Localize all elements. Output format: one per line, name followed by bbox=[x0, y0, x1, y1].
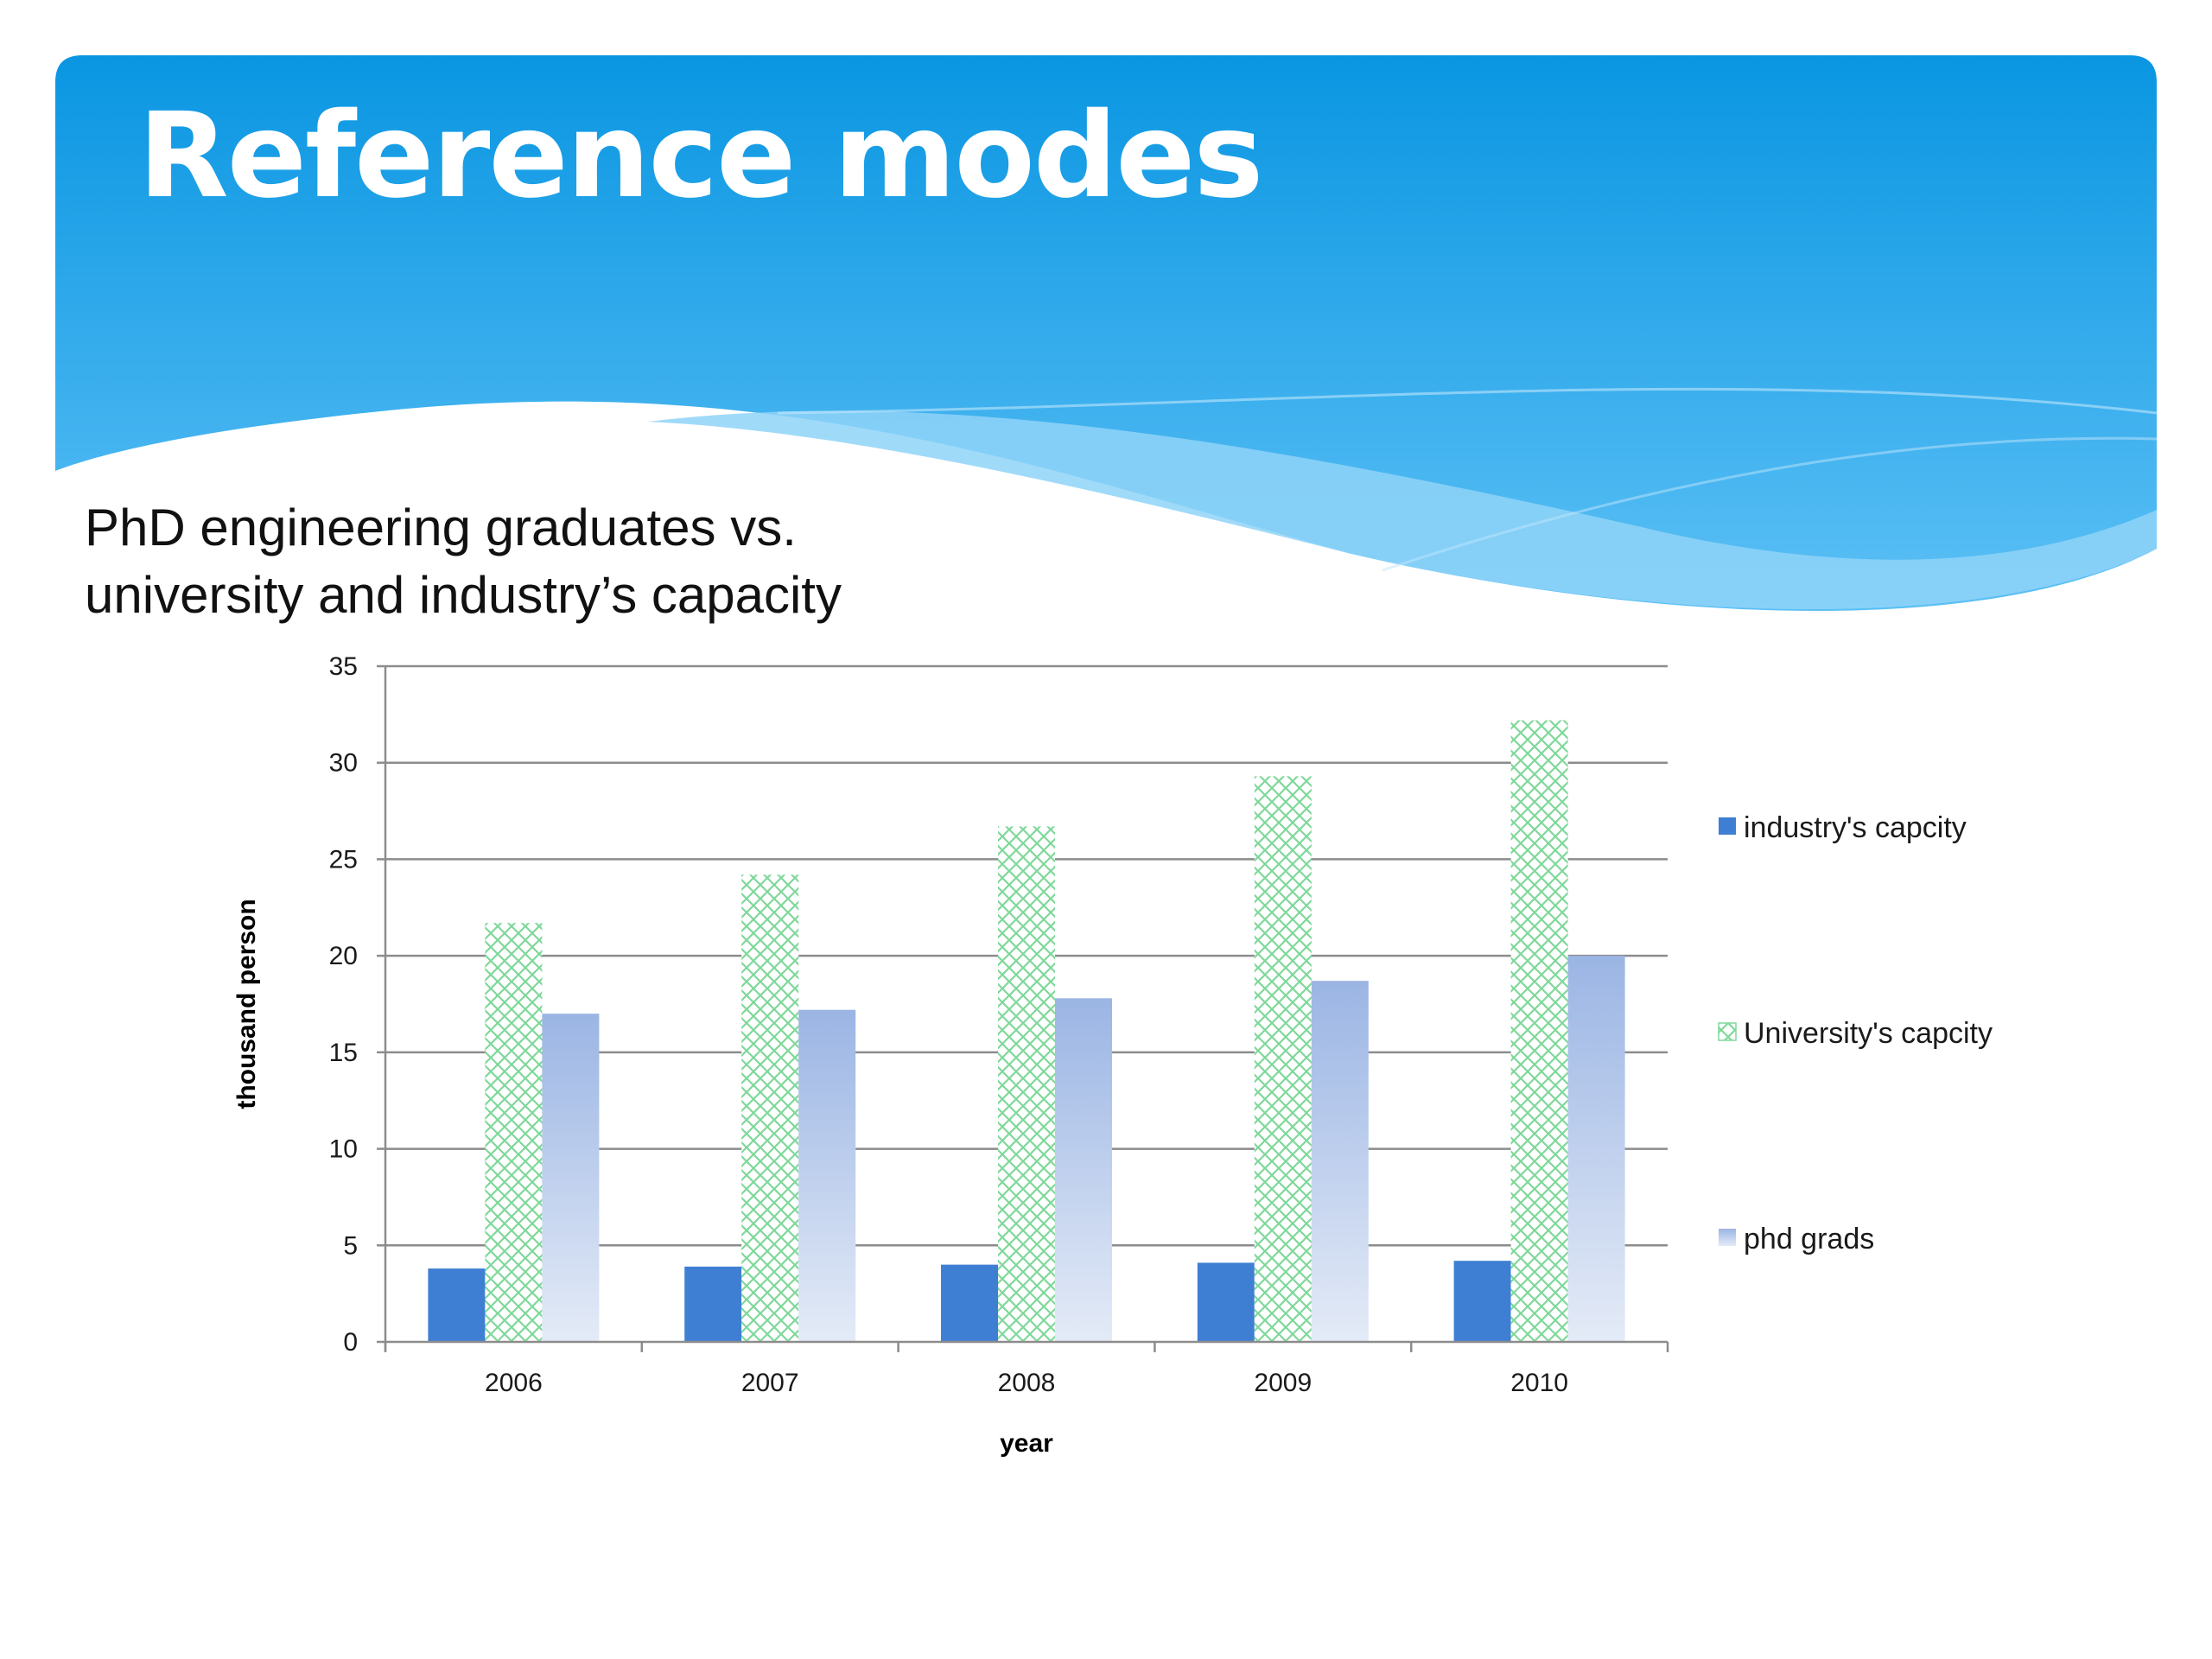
y-tick-label: 0 bbox=[343, 1328, 358, 1357]
bar-university bbox=[1510, 720, 1568, 1342]
bar-industry bbox=[684, 1266, 742, 1342]
y-tick-label: 5 bbox=[343, 1231, 358, 1260]
legend-label-industry: industry's capcity bbox=[1744, 811, 1967, 844]
subtitle-line-2: university and industry’s capacity bbox=[85, 566, 842, 624]
y-tick-label: 25 bbox=[329, 845, 358, 874]
banner-wave-line-2 bbox=[1382, 436, 2158, 572]
bar-phd bbox=[1055, 998, 1112, 1342]
slide-title: Reference modes bbox=[138, 88, 1263, 225]
y-tick-label: 35 bbox=[329, 652, 358, 681]
legend-swatch-phd bbox=[1719, 1229, 1736, 1246]
x-axis-ticks: 2006 2007 2008 2009 2010 bbox=[485, 1369, 1568, 1397]
bar-phd bbox=[1567, 956, 1625, 1342]
y-tick-label: 30 bbox=[329, 749, 358, 778]
y-tick-label: 20 bbox=[329, 942, 358, 970]
bar-industry bbox=[1453, 1261, 1511, 1342]
y-axis-ticks: 0 5 10 15 20 25 30 35 bbox=[329, 652, 358, 1357]
banner-wave-light bbox=[648, 410, 2157, 610]
legend-swatch-university bbox=[1718, 1022, 1737, 1041]
bars bbox=[428, 720, 1625, 1342]
chart-subtitle: PhD engineering graduates vs. university… bbox=[85, 494, 1208, 629]
bar-phd bbox=[542, 1014, 600, 1342]
legend: industry's capcity University's capcity ph… bbox=[1718, 811, 1993, 1255]
y-tick-label: 10 bbox=[329, 1135, 358, 1164]
x-tick-label: 2009 bbox=[1254, 1369, 1312, 1397]
bar-phd bbox=[1311, 981, 1369, 1342]
x-tick-label: 2006 bbox=[485, 1369, 543, 1397]
legend-label-university: University's capcity bbox=[1744, 1017, 1993, 1050]
y-axis-title: thousand person bbox=[232, 899, 261, 1109]
banner-wave-line bbox=[777, 387, 2158, 415]
bar-industry bbox=[1197, 1262, 1255, 1342]
banner-background bbox=[55, 55, 2157, 611]
x-axis-title: year bbox=[1000, 1429, 1053, 1458]
legend-swatch-industry bbox=[1719, 817, 1736, 835]
subtitle-line-1: PhD engineering graduates vs. bbox=[85, 499, 797, 556]
axes bbox=[377, 664, 1669, 1352]
bar-industry bbox=[941, 1264, 998, 1342]
bar-university bbox=[1254, 776, 1312, 1342]
bar-industry bbox=[428, 1268, 486, 1342]
legend-label-phd: phd grads bbox=[1744, 1223, 1874, 1255]
y-tick-label: 15 bbox=[329, 1039, 358, 1067]
bar-university bbox=[998, 826, 1055, 1342]
bar-university bbox=[485, 923, 543, 1342]
bar-phd bbox=[798, 1009, 856, 1342]
x-tick-label: 2007 bbox=[741, 1369, 799, 1397]
header-banner bbox=[55, 55, 2158, 611]
bar-university bbox=[741, 874, 799, 1342]
x-tick-label: 2010 bbox=[1510, 1369, 1568, 1397]
x-tick-label: 2008 bbox=[998, 1369, 1056, 1397]
